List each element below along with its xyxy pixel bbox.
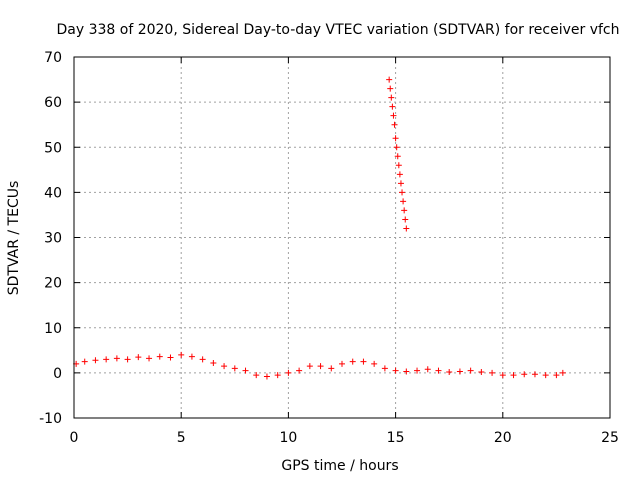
data-point (393, 144, 400, 151)
x-tick-label: 15 (387, 430, 405, 446)
data-point (339, 360, 345, 367)
data-point (478, 368, 485, 375)
data-point (296, 367, 303, 374)
data-point (387, 85, 394, 92)
data-point (381, 365, 388, 372)
data-point (113, 355, 120, 362)
data-point (156, 353, 163, 360)
x-tick-label: 20 (494, 430, 512, 446)
y-tick-label: 70 (44, 50, 62, 66)
data-point (467, 367, 474, 374)
data-point (553, 372, 560, 379)
data-point (400, 198, 407, 205)
data-point (489, 369, 496, 376)
data-point (392, 367, 399, 374)
data-point (542, 372, 549, 379)
data-point (124, 356, 131, 363)
data-point (81, 358, 88, 365)
data-point (435, 367, 442, 374)
y-tick-label: 0 (53, 366, 62, 382)
data-point (263, 373, 270, 380)
data-point (221, 363, 228, 370)
grid (74, 57, 610, 418)
data-point (146, 355, 153, 362)
data-point (328, 365, 335, 372)
data-point (456, 368, 463, 375)
data-point (402, 216, 409, 223)
data-point (386, 76, 393, 83)
data-point (394, 153, 401, 160)
data-point (210, 359, 217, 366)
data-point (510, 372, 517, 379)
data-point (242, 367, 249, 374)
data-point (103, 356, 110, 363)
data-series (73, 76, 566, 380)
series-points (73, 351, 566, 380)
data-point (446, 368, 453, 375)
data-point (521, 371, 528, 378)
data-point (389, 103, 396, 110)
x-tick-label: 0 (70, 430, 79, 446)
data-point (317, 363, 324, 370)
y-tick-label: -10 (39, 411, 62, 427)
data-point (167, 354, 174, 361)
data-point (499, 372, 506, 379)
data-point (371, 360, 378, 367)
data-point (92, 357, 99, 364)
data-point (274, 372, 281, 379)
data-point (306, 363, 313, 370)
y-tick-label: 20 (44, 276, 62, 292)
y-tick-label: 40 (44, 185, 62, 201)
data-point (424, 366, 431, 373)
y-tick-label: 10 (44, 321, 62, 337)
data-point (285, 369, 292, 376)
y-tick-label: 50 (44, 140, 62, 156)
data-point (253, 372, 260, 379)
data-point (199, 356, 206, 363)
x-tick-label: 10 (279, 430, 297, 446)
data-point (178, 351, 185, 358)
data-point (399, 189, 406, 196)
data-point (395, 162, 402, 169)
y-axis-label: SDTVAR / TECUs (6, 181, 22, 296)
data-point (135, 354, 142, 361)
y-tick-label: 30 (44, 231, 62, 247)
data-point (559, 369, 566, 376)
data-point (397, 180, 404, 187)
data-point (390, 112, 397, 119)
x-axis-label: GPS time / hours (281, 458, 398, 474)
series-points (386, 76, 410, 232)
chart-title: Day 338 of 2020, Sidereal Day-to-day VTE… (56, 22, 619, 38)
data-point (349, 358, 356, 365)
data-point (403, 225, 410, 232)
x-tick-label: 25 (601, 430, 619, 446)
data-point (392, 135, 399, 142)
data-point (401, 207, 408, 214)
axis-ticks: 0 5 10 15 20 25 -10 0 10 20 30 40 50 60 70 (39, 50, 619, 446)
x-tick-label: 5 (177, 430, 186, 446)
data-point (391, 121, 398, 128)
y-tick-label: 60 (44, 95, 62, 111)
data-point (396, 171, 403, 178)
data-point (231, 365, 238, 372)
data-point (414, 367, 421, 374)
data-point (360, 358, 367, 365)
data-point (403, 368, 410, 375)
data-point (388, 94, 395, 101)
data-point (531, 371, 538, 378)
data-point (188, 353, 195, 360)
